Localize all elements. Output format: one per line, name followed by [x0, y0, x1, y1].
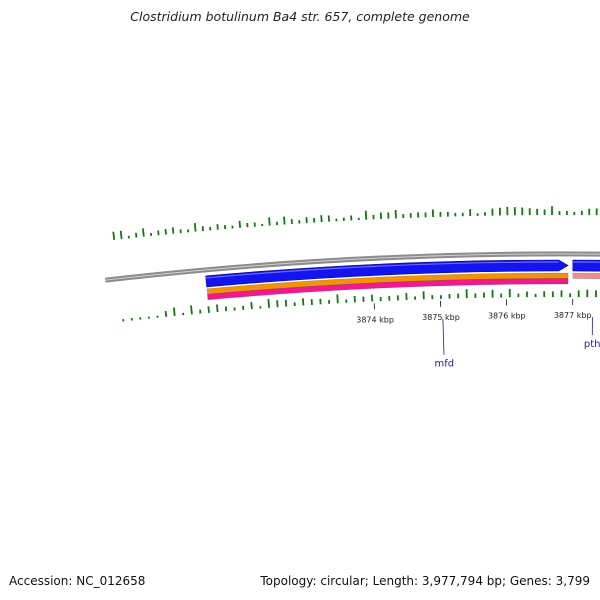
gc-content-inner-track	[122, 288, 597, 322]
gene-label-mfd[interactable]: mfd	[434, 359, 454, 370]
inner-gc-tick	[190, 305, 193, 315]
outer-gc-tick	[320, 215, 323, 223]
genome-summary: Topology: circular; Length: 3,977,794 bp…	[260, 574, 590, 588]
gene-arrow-pth[interactable]	[572, 259, 600, 272]
feature-track	[206, 272, 600, 301]
inner-gc-tick	[216, 304, 219, 313]
accession-label: Accession: NC_012658	[9, 574, 146, 588]
outer-gc-tick	[193, 223, 197, 232]
gene-label-leader	[442, 318, 445, 355]
inner-gc-tick	[207, 306, 210, 313]
outer-gc-tick	[238, 220, 241, 228]
kbp-tick-label: 3877 kbp	[554, 311, 592, 320]
inner-gc-tick	[276, 300, 279, 308]
outer-gc-tick	[157, 230, 160, 236]
inner-gc-tick	[250, 302, 253, 310]
inner-gc-tick	[267, 298, 270, 308]
outer-gc-tick	[283, 216, 286, 225]
genome-backbone	[105, 251, 600, 283]
outer-gc-tick	[119, 230, 123, 240]
gene-track	[205, 259, 600, 288]
gene-arrow-sheen	[205, 261, 559, 279]
outer-gc-tick	[164, 228, 167, 235]
backbone-highlight	[105, 253, 600, 281]
outer-gc-tick	[268, 217, 271, 226]
inner-gc-tick	[173, 307, 176, 317]
inner-gc-tick	[336, 294, 339, 304]
outer-gc-tick	[112, 231, 116, 240]
inner-gc-tick	[302, 298, 305, 306]
gc-content-outer-track	[112, 206, 598, 240]
gene-arrow-mfd[interactable]	[205, 259, 569, 288]
outer-gc-tick	[171, 227, 175, 234]
outer-gc-tick	[135, 232, 138, 238]
gene-labels: mfdpthCLJ_B3871CLJ_B3872CLJ_B3873prsA	[434, 317, 600, 370]
kbp-tick-label: 3874 kbp	[356, 315, 394, 324]
outer-gc-tick	[142, 228, 145, 237]
kbp-tick-label: 3875 kbp	[422, 313, 460, 322]
gene-label-pth[interactable]: pth	[584, 339, 600, 350]
feature-bar-pth-salmon[interactable]	[572, 272, 600, 279]
feature-bar-mfd-pink[interactable]	[207, 278, 569, 301]
kbp-tick-label: 3876 kbp	[488, 311, 526, 320]
map-title: Clostridium botulinum Ba4 str. 657, comp…	[130, 9, 470, 24]
inner-gc-tick	[164, 310, 168, 317]
